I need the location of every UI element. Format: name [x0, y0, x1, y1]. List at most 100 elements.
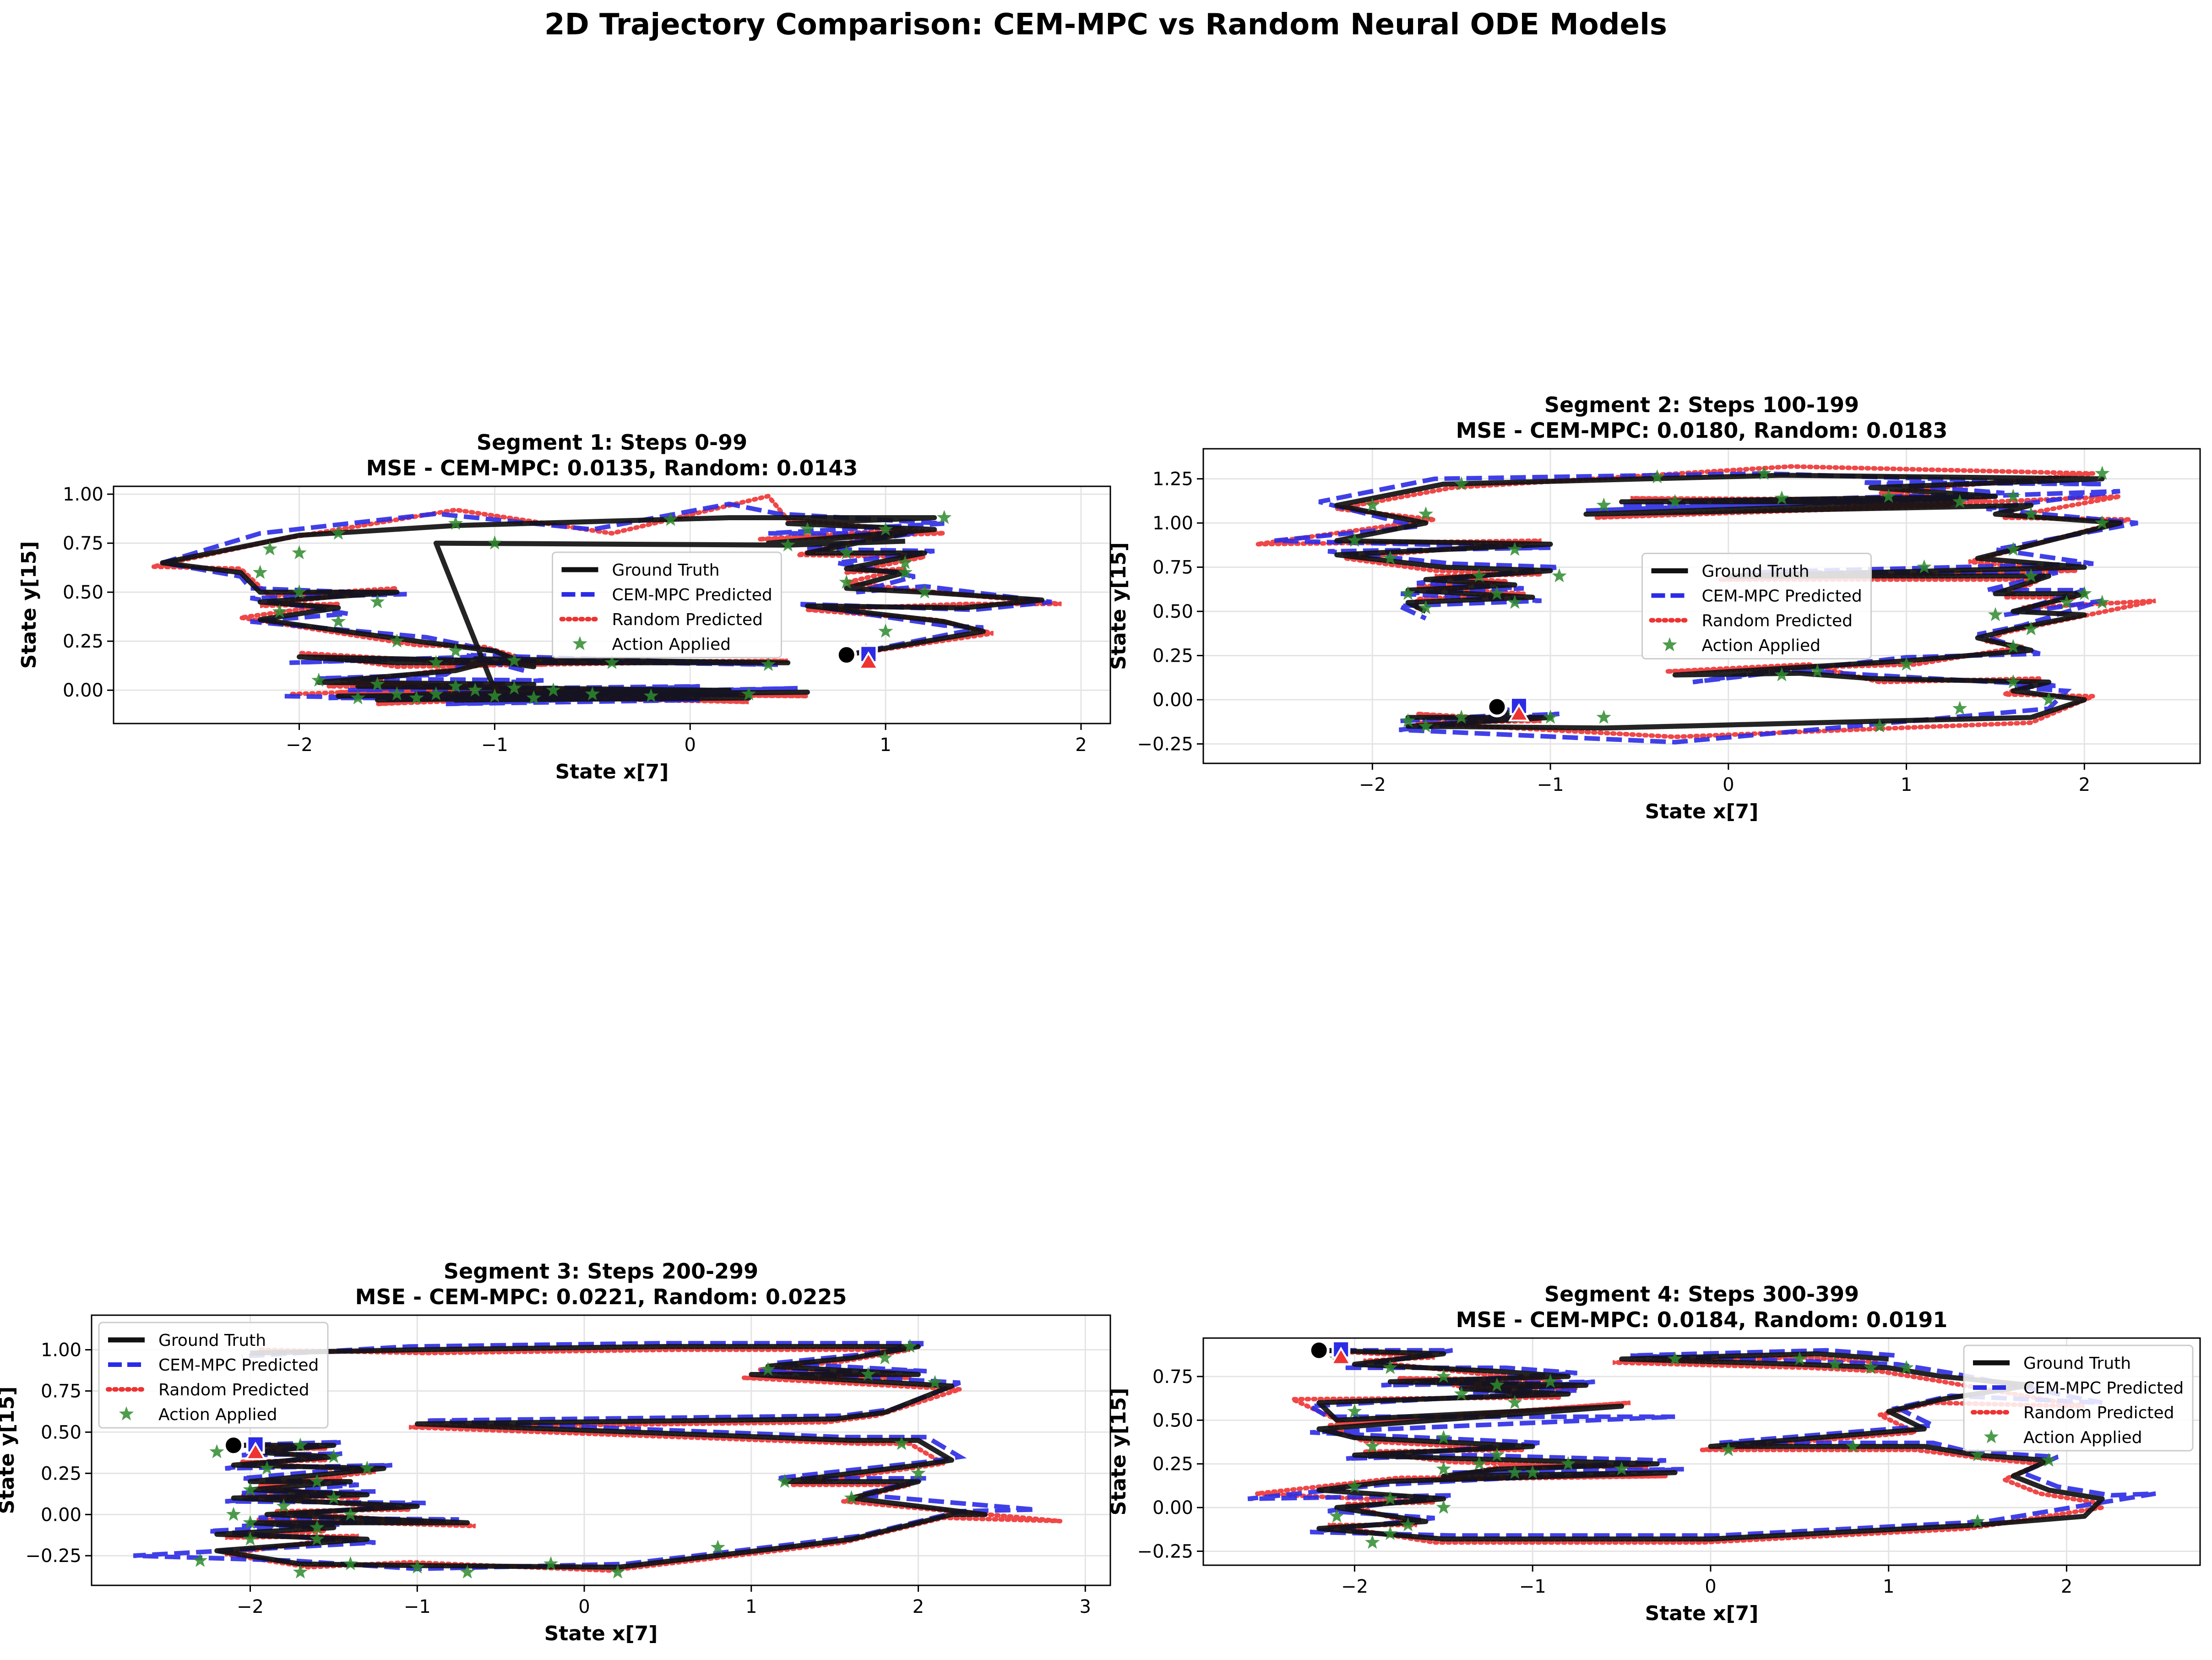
action-marker — [292, 584, 307, 599]
action-marker — [1418, 718, 1434, 733]
x-tick-label: −1 — [1519, 1576, 1546, 1597]
action-marker — [927, 1375, 943, 1389]
action-marker — [343, 1507, 358, 1521]
action-marker — [1454, 1386, 1469, 1400]
action-marker — [610, 1564, 625, 1578]
action-marker — [1596, 497, 1611, 512]
legend-label: Ground Truth — [1702, 562, 1810, 581]
action-marker — [2005, 542, 2021, 556]
action-marker — [1454, 476, 1469, 490]
action-marker — [331, 614, 346, 628]
subplot-title: Segment 2: Steps 100-199 — [1544, 392, 1859, 417]
series-ground-truth — [1334, 473, 2123, 731]
action-marker — [2041, 1453, 2056, 1467]
action-marker — [1472, 1456, 1487, 1470]
y-axis-label: State y[15] — [17, 541, 41, 669]
action-marker — [1365, 1535, 1380, 1549]
start-marker — [1486, 696, 1508, 718]
random-end-marker — [1508, 703, 1530, 722]
action-marker — [1543, 1374, 1558, 1388]
action-marker — [1863, 1360, 1878, 1374]
action-marker — [326, 1490, 342, 1505]
legend-label: CEM-MPC Predicted — [612, 586, 772, 604]
action-marker — [1472, 568, 1487, 582]
action-marker — [1872, 718, 1887, 733]
legend: Ground Truth CEM-MPC Predicted Random Pred… — [98, 1322, 329, 1429]
subplot-3: −2 −1 0 1 2 3 −0.25 0.00 0.25 0.50 0.75 1.00 State x… — [0, 1259, 1111, 1645]
x-tick-label: 2 — [1075, 735, 1087, 756]
action-marker — [276, 1498, 291, 1513]
start-marker — [1308, 1339, 1330, 1361]
action-marker — [1365, 1438, 1380, 1453]
action-marker — [663, 512, 678, 526]
action-marker — [546, 682, 561, 697]
y-tick-label: −0.25 — [1137, 734, 1193, 755]
action-marker — [310, 1520, 325, 1534]
axes-frame — [91, 1314, 1111, 1586]
legend-label: Action Applied — [1702, 637, 1821, 655]
action-marker — [1614, 1461, 1629, 1475]
action-marker — [370, 676, 385, 691]
x-tick-label: 0 — [1723, 774, 1734, 795]
action-marker — [780, 537, 795, 552]
action-marker — [1668, 1351, 1683, 1366]
legend-box — [1963, 1344, 2194, 1452]
action-marker — [311, 672, 326, 687]
x-tick-label: 2 — [2079, 774, 2090, 795]
action-marker — [226, 1507, 241, 1521]
action-marker — [1418, 600, 1434, 615]
figure-title: 2D Trajectory Comparison: CEM-MPC vs Ran… — [544, 8, 1667, 42]
action-marker — [359, 1460, 375, 1475]
action-marker — [2077, 586, 2092, 600]
action-marker — [1383, 1360, 1398, 1374]
y-tick-label: 0.50 — [63, 582, 103, 603]
x-axis-label: State x[7] — [555, 760, 669, 784]
random-end-marker — [858, 651, 880, 670]
x-tick-label: −2 — [1341, 1576, 1368, 1597]
subplot-subtitle: MSE - CEM-MPC: 0.0135, Random: 0.0143 — [366, 456, 858, 480]
action-marker — [1774, 490, 1789, 505]
series-cem-mpc-predicted — [1274, 471, 2138, 745]
action-marker — [1668, 494, 1683, 508]
action-marker — [1792, 1351, 1807, 1366]
action-marker — [487, 688, 502, 702]
action-marker — [253, 565, 268, 579]
action-marker — [389, 633, 405, 648]
action-marker — [2005, 489, 2021, 503]
x-tick-label: 0 — [578, 1596, 590, 1617]
action-marker — [460, 1564, 475, 1578]
action-marker — [1650, 469, 1665, 484]
x-tick-label: −2 — [237, 1596, 264, 1617]
action-marker — [410, 1559, 425, 1574]
action-marker — [902, 1339, 918, 1353]
action-marker — [585, 686, 600, 701]
action-marker — [1347, 1479, 1362, 1493]
x-axis-label: State x[7] — [544, 1622, 658, 1645]
y-tick-label: 0.75 — [1152, 1366, 1193, 1388]
legend-swatch-action — [119, 1406, 134, 1421]
action-marker — [292, 545, 307, 560]
axes-frame — [1202, 448, 2201, 764]
subplot-4: −2 −1 0 1 2 −0.25 0.00 0.25 0.50 0.75 State x[7] St… — [1107, 1282, 2201, 1625]
action-marker — [293, 1564, 308, 1578]
action-marker — [243, 1515, 258, 1529]
y-tick-label: 1.25 — [1152, 469, 1193, 490]
action-marker — [1525, 1464, 1540, 1479]
y-tick-label: 0.00 — [1152, 690, 1193, 711]
data-layer — [1256, 464, 2156, 745]
action-marker — [526, 690, 541, 705]
action-marker — [2095, 515, 2110, 529]
action-marker — [777, 1474, 792, 1488]
action-marker — [1721, 1442, 1736, 1456]
action-marker — [894, 1436, 909, 1450]
action-marker — [839, 574, 854, 589]
x-tick-label: −2 — [286, 735, 313, 756]
action-marker — [1827, 1356, 1843, 1371]
y-tick-label: −0.25 — [1137, 1541, 1193, 1562]
action-marker — [209, 1444, 224, 1459]
action-marker — [506, 680, 522, 695]
y-tick-label: 0.25 — [1152, 646, 1193, 667]
legend-label: CEM-MPC Predicted — [158, 1356, 319, 1375]
action-marker — [331, 525, 346, 540]
action-marker — [1560, 1456, 1576, 1470]
